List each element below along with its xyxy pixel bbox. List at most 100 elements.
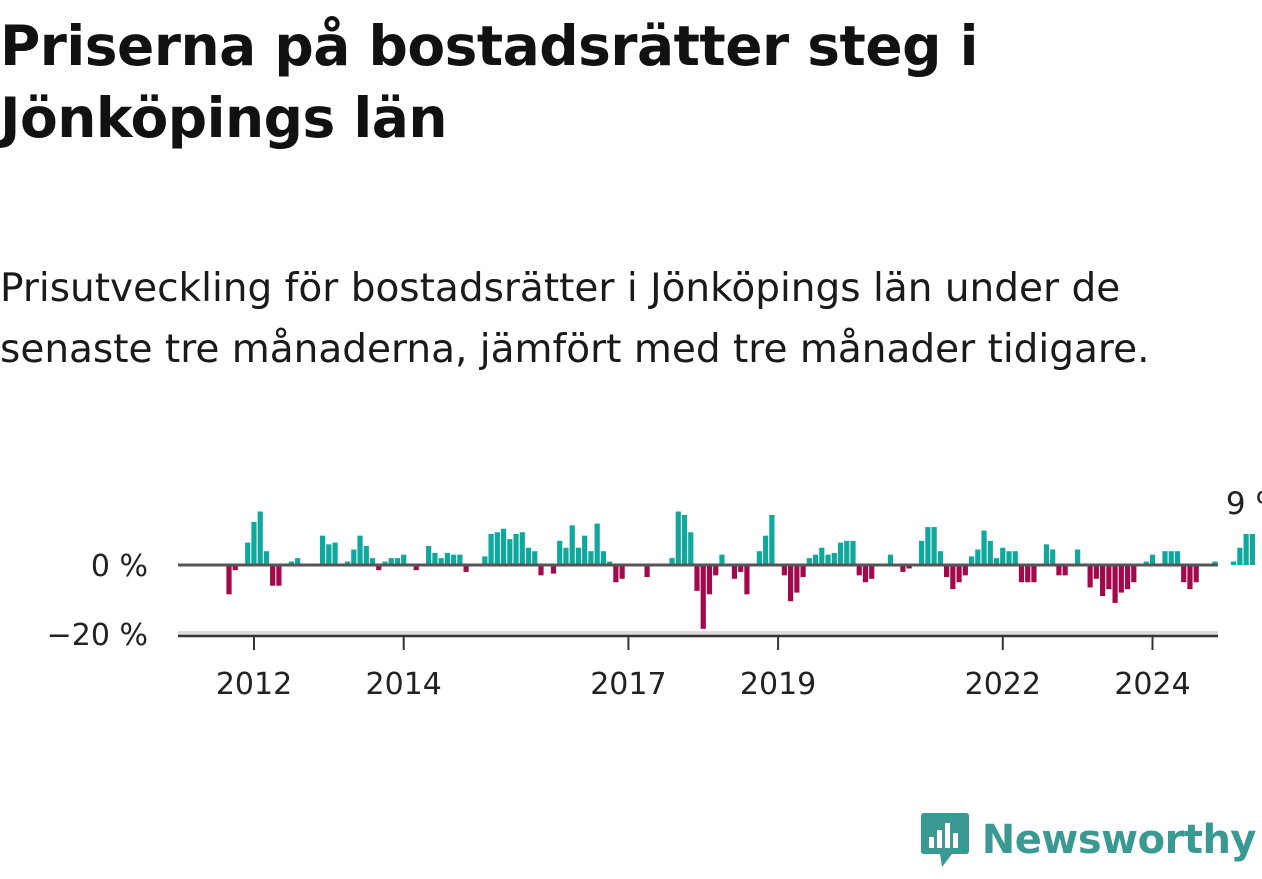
last-value-label: 9 % [1226,486,1262,522]
bar [326,544,332,565]
y-tick-label: −20 % [47,618,148,653]
bar [769,514,775,565]
bar [1212,561,1218,565]
bar [812,554,819,565]
bar [426,546,432,566]
bar [819,547,825,565]
bar [538,565,544,576]
x-tick-label: 2012 [216,667,292,702]
x-tick-label: 2022 [965,667,1041,702]
bar [569,525,575,565]
bar [1174,551,1181,565]
bar [706,565,713,595]
bar [357,535,363,565]
bar [669,558,675,565]
bar [1093,565,1099,579]
bar [681,514,688,565]
bar [825,554,831,565]
bar [981,530,987,565]
bar [844,540,850,565]
bar [919,540,925,565]
bar [295,558,301,565]
bar [557,540,563,565]
chart-subtitle: Prisutveckling för bostadsrätter i Jönkö… [0,266,1150,372]
bar [413,565,419,571]
bar [1100,565,1106,597]
newsworthy-logo: Newsworthy [920,811,1257,869]
bar [320,535,326,565]
bar [457,554,463,565]
bar [806,558,812,565]
x-tick-label: 2014 [366,667,442,702]
bar [1143,561,1149,565]
bar [482,556,488,566]
x-tick-label: 2019 [740,667,816,702]
bar [1075,549,1081,565]
bar [1231,561,1237,565]
bar [245,542,251,566]
bar [925,527,931,565]
bar [288,561,294,565]
bar [937,551,943,565]
bar [332,542,338,566]
bar [719,554,725,565]
bar [532,551,538,565]
bar [582,535,588,565]
bar [968,556,975,566]
bar [756,551,762,565]
bar [781,565,787,576]
bar [575,547,582,565]
bar [850,540,856,565]
bar [694,565,700,591]
bar [731,565,738,579]
bar [1162,551,1168,565]
bar [432,552,438,565]
bar [993,558,1000,565]
bar-chart: 0 % −20 % 2012 2014 2017 2019 2022 2024 9 % [47,486,1262,702]
bar [1149,554,1156,565]
bar [1237,547,1243,565]
bar [376,565,382,571]
bar [675,511,681,565]
y-axis-ticks: 0 % −20 % [47,549,148,653]
bar [831,552,837,565]
bar [887,554,894,565]
bar [344,561,351,565]
bars-group [226,511,1255,629]
bar [488,533,494,565]
bar [1006,551,1012,565]
bar [588,551,594,565]
bar [800,565,806,578]
bar [226,565,232,595]
bar [382,561,388,565]
bar [563,547,569,565]
bar [263,551,270,565]
bar [1025,565,1031,583]
bar [794,565,800,593]
bar [1193,565,1199,583]
bar [906,565,912,569]
bar [438,558,444,565]
bar [619,565,625,579]
bar [1106,565,1112,590]
bar [613,565,619,583]
bar [788,565,794,602]
bar [232,565,238,571]
bar [1118,565,1124,593]
bar [1187,565,1193,590]
bar [1168,551,1174,565]
bar [1050,549,1056,565]
bar [257,511,263,565]
bar [401,554,407,565]
bar [600,551,606,565]
bar [869,565,875,579]
bar [837,542,844,566]
bar [351,549,357,565]
bar [369,558,376,565]
bar [987,540,993,565]
bar [1043,544,1050,565]
bar [1112,565,1118,603]
bar [950,565,956,590]
bar [931,527,937,565]
y-tick-label: 0 % [91,549,148,584]
